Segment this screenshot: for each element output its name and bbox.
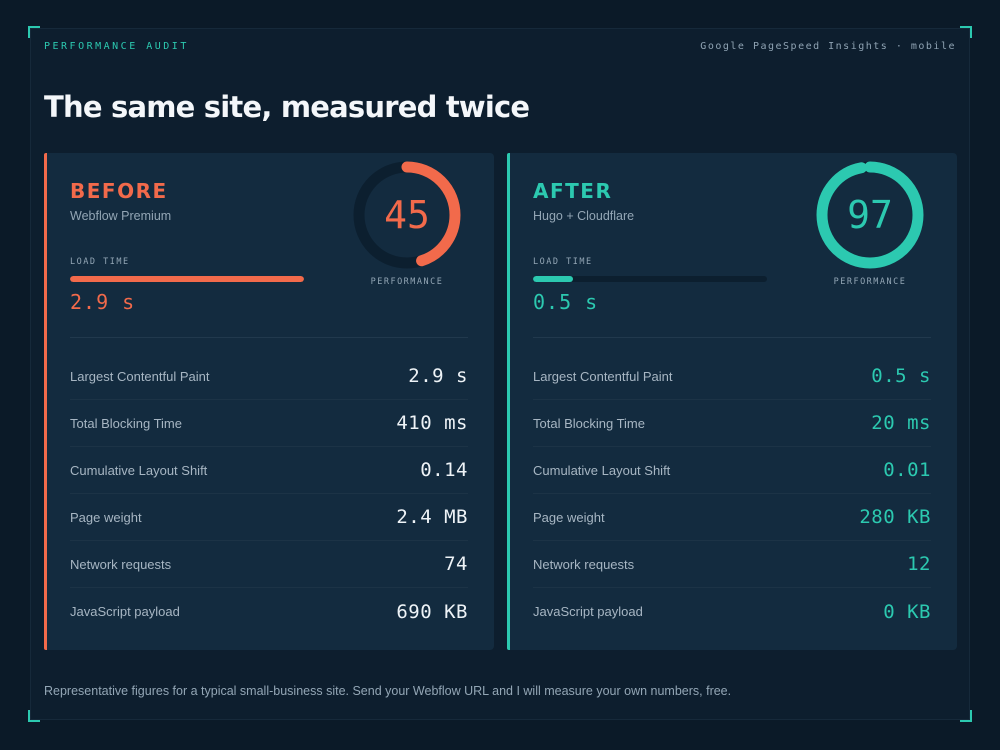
before-gauge-svg (353, 161, 461, 269)
after-gauge-arc (816, 161, 924, 269)
page-title: The same site, measured twice (44, 90, 530, 124)
before-gauge-arc (353, 161, 461, 269)
footnote: Representative figures for a typical sma… (44, 684, 732, 698)
metric-name: Cumulative Layout Shift (533, 462, 671, 478)
before-score-caption: PERFORMANCE (370, 277, 444, 287)
metric-value: 20 ms (871, 412, 931, 434)
metric-value: 74 (444, 553, 468, 575)
metric-value: 0.5 s (871, 365, 931, 387)
metric-row: Cumulative Layout Shift 0.14 (70, 447, 468, 494)
metric-name: JavaScript payload (533, 604, 643, 619)
metric-value: 690 KB (396, 600, 468, 623)
metric-value: 12 (907, 553, 931, 575)
corner-mark-top-left (28, 26, 40, 38)
metric-row: Largest Contentful Paint 0.5 s (533, 353, 931, 400)
after-load-bar-fill (533, 276, 573, 282)
metric-row: Page weight 2.4 MB (70, 494, 468, 541)
after-gauge-svg (816, 161, 924, 269)
metric-value: 0.01 (883, 459, 931, 481)
before-score-gauge: 45 (349, 157, 465, 273)
after-score: 97 (847, 193, 893, 237)
before-load-bar (70, 276, 304, 282)
before-load-label: LOAD TIME (70, 257, 130, 267)
metric-name: Network requests (70, 556, 172, 572)
after-divider (533, 337, 931, 338)
metric-name: Largest Contentful Paint (70, 368, 210, 384)
metric-row: JavaScript payload 690 KB (70, 588, 468, 635)
after-score-caption: PERFORMANCE (833, 277, 907, 287)
metric-value: 0 KB (883, 600, 931, 623)
corner-mark-bottom-right (960, 710, 972, 722)
before-score: 45 (384, 193, 430, 237)
metric-name: Total Blocking Time (533, 415, 645, 431)
corner-mark-bottom-left (28, 710, 40, 722)
after-load-label: LOAD TIME (533, 257, 593, 267)
before-load-bar-fill (70, 276, 304, 282)
before-divider (70, 337, 468, 338)
metric-row: Largest Contentful Paint 2.9 s (70, 353, 468, 400)
metric-row: Network requests 12 (533, 541, 931, 588)
before-card: BEFORE Webflow Premium LOAD TIME 2.9 s 4… (44, 153, 494, 650)
before-metrics-list: Largest Contentful Paint 2.9 s Total Blo… (70, 353, 468, 635)
before-platform: Webflow Premium (70, 209, 172, 223)
metric-row: Cumulative Layout Shift 0.01 (533, 447, 931, 494)
corner-mark-top-right (960, 26, 972, 38)
source-label: Google PageSpeed Insights · mobile (700, 41, 956, 52)
metric-name: Network requests (533, 556, 635, 572)
metric-row: Total Blocking Time 20 ms (533, 400, 931, 447)
metric-name: Page weight (533, 509, 605, 525)
metric-row: JavaScript payload 0 KB (533, 588, 931, 635)
metric-row: Network requests 74 (70, 541, 468, 588)
metric-value: 2.4 MB (396, 506, 468, 528)
metric-name: Page weight (70, 509, 142, 525)
after-label: AFTER (533, 179, 613, 203)
after-metrics-list: Largest Contentful Paint 0.5 s Total Blo… (533, 353, 931, 635)
after-platform: Hugo + Cloudflare (533, 209, 635, 223)
metric-value: 410 ms (396, 412, 468, 434)
metric-value: 0.14 (420, 459, 468, 481)
after-load-value: 0.5 s (533, 290, 599, 314)
metric-value: 2.9 s (408, 365, 468, 387)
metric-name: JavaScript payload (70, 604, 180, 619)
after-score-gauge: 97 (812, 157, 928, 273)
metric-row: Page weight 280 KB (533, 494, 931, 541)
metric-name: Largest Contentful Paint (533, 368, 673, 384)
metric-value: 280 KB (859, 506, 931, 528)
before-label: BEFORE (70, 179, 168, 203)
metric-row: Total Blocking Time 410 ms (70, 400, 468, 447)
after-card: AFTER Hugo + Cloudflare LOAD TIME 0.5 s … (507, 153, 957, 650)
metric-name: Total Blocking Time (70, 415, 182, 431)
eyebrow-label: PERFORMANCE AUDIT (44, 41, 189, 52)
metric-name: Cumulative Layout Shift (70, 462, 208, 478)
before-load-value: 2.9 s (70, 290, 136, 314)
after-load-bar (533, 276, 767, 282)
